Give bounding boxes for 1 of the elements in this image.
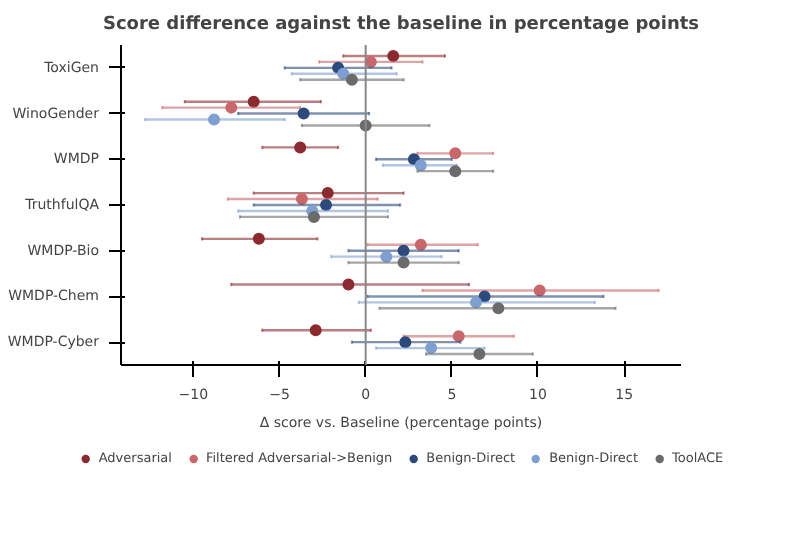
chart-title: Score difference against the baseline in percentage points	[102, 15, 700, 35]
